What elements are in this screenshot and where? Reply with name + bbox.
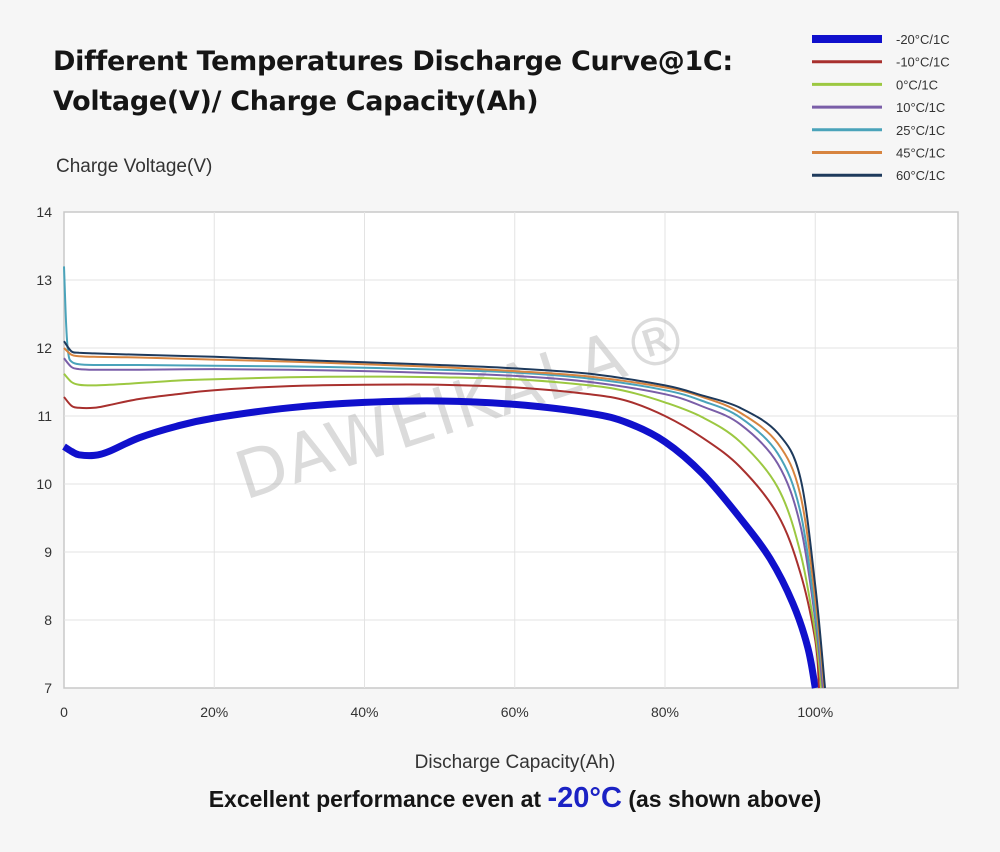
legend-label: 25°C/1C	[896, 123, 945, 138]
legend: -20°C/1C -10°C/1C 0°C/1C 10°C/1C 25°C/1C 45°C…	[812, 32, 950, 183]
y-tick-label: 10	[36, 476, 52, 492]
legend-label: -10°C/1C	[896, 55, 950, 70]
x-tick-label: 40%	[350, 704, 378, 720]
y-tick-label: 11	[37, 408, 52, 424]
series-line-6	[63, 340, 826, 689]
y-tick-label: 8	[44, 612, 52, 628]
caption-suffix: (as shown above)	[628, 786, 822, 812]
chart-title-line-1: Different Temperatures Discharge Curve@1…	[53, 46, 733, 77]
series-line-4	[63, 266, 826, 689]
x-tick-label: 0	[60, 704, 68, 720]
legend-label: -20°C/1C	[896, 32, 950, 47]
legend-label: 45°C/1C	[896, 146, 945, 161]
chart-title-line-2: Voltage(V)/ Charge Capacity(Ah)	[53, 86, 539, 117]
caption: Excellent performance even at -20°C (as …	[0, 782, 1000, 815]
y-tick-label: 9	[44, 544, 52, 560]
x-tick-label: 80%	[651, 704, 679, 720]
legend-label: 60°C/1C	[896, 168, 945, 183]
y-tick-label: 13	[36, 272, 52, 288]
series-lines	[62, 266, 826, 689]
y-axis-label: Charge Voltage(V)	[56, 156, 213, 177]
series-line-5	[63, 347, 826, 689]
x-tick-label: 20%	[200, 704, 228, 720]
series-line-1	[63, 383, 820, 689]
legend-label: 10°C/1C	[896, 100, 945, 115]
x-axis-label: Discharge Capacity(Ah)	[414, 752, 616, 773]
caption-prefix: Excellent performance even at	[208, 786, 542, 812]
axis-ticks: 7 8 9 10 11 12 13 14 0 20% 40% 60% 80% 100%	[36, 204, 833, 720]
grid-lines	[64, 212, 958, 688]
chart-title: Different Temperatures Discharge Curve@1…	[53, 42, 733, 122]
y-tick-label: 12	[36, 340, 52, 356]
series-line-2	[63, 373, 823, 689]
x-tick-label: 100%	[797, 704, 833, 720]
plot-area	[63, 211, 959, 689]
caption-highlight: -20°C	[547, 782, 622, 814]
series-line-3	[63, 357, 824, 689]
x-tick-label: 60%	[501, 704, 529, 720]
series-line-0	[62, 397, 819, 689]
y-tick-label: 7	[44, 680, 52, 696]
y-tick-label: 14	[36, 204, 52, 220]
legend-label: 0°C/1C	[896, 77, 938, 92]
